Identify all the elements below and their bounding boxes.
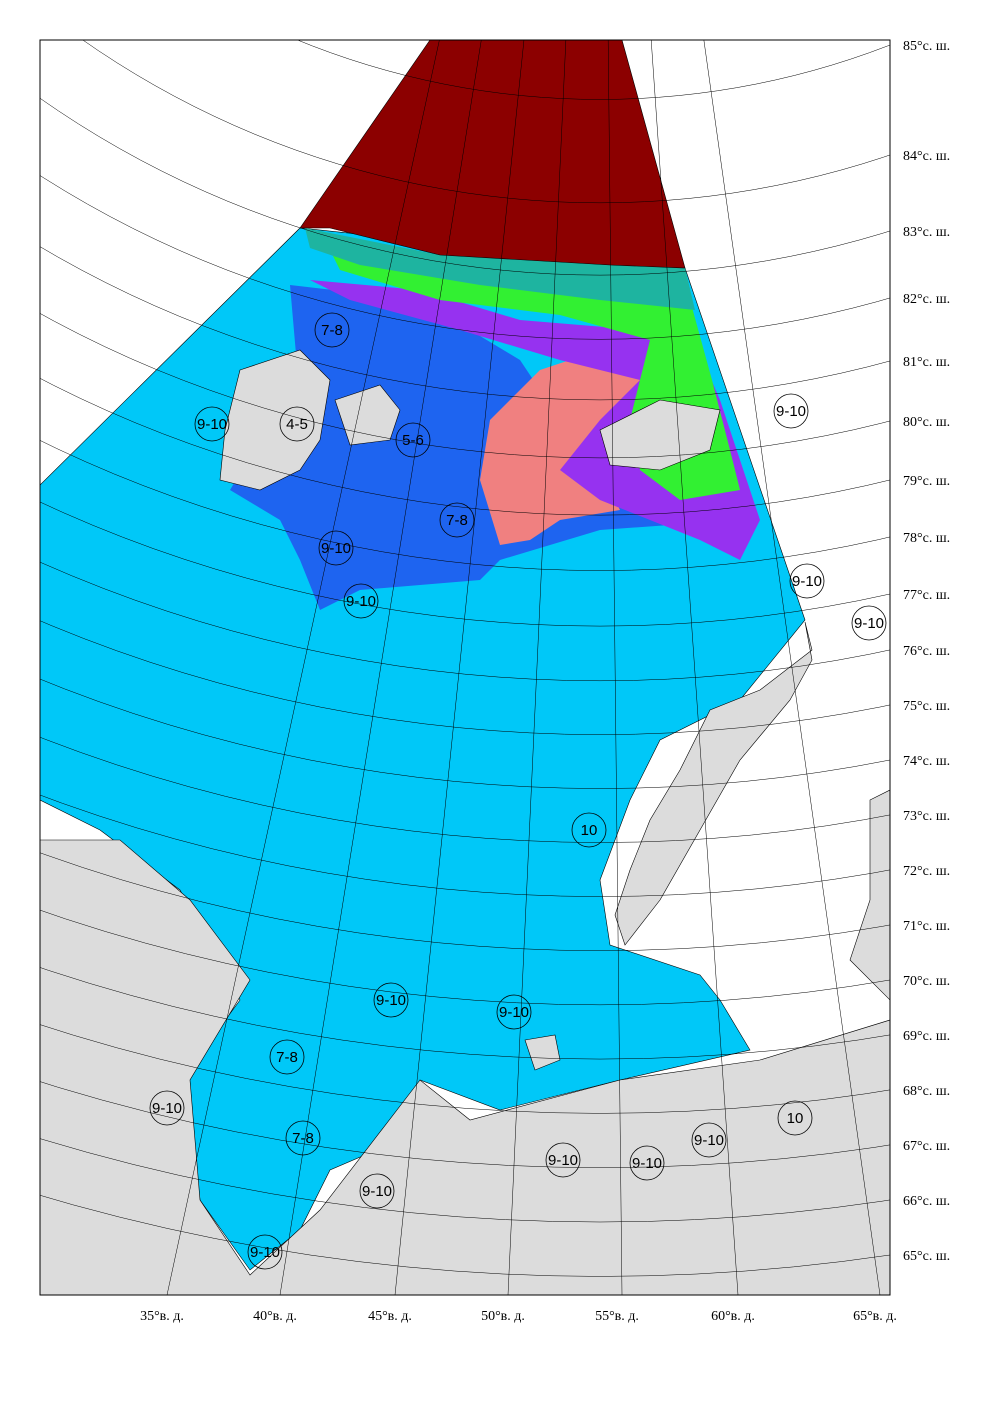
ice-label-circle bbox=[343, 583, 379, 619]
ice-label-circle bbox=[247, 1234, 283, 1270]
lat-label: 77°с. ш. bbox=[903, 588, 950, 603]
svalbard bbox=[219, 349, 331, 491]
lat-label: 78°с. ш. bbox=[903, 531, 950, 546]
lat-label: 73°с. ш. bbox=[903, 809, 950, 824]
lat-label: 67°с. ш. bbox=[903, 1139, 950, 1154]
ice-label-circle bbox=[149, 1090, 185, 1126]
lat-label: 65°с. ш. bbox=[903, 1249, 950, 1264]
lat-label: 76°с. ш. bbox=[903, 644, 950, 659]
lon-label: 60°в. д. bbox=[711, 1309, 755, 1324]
ice-concentration-label: 9-10 bbox=[854, 615, 884, 632]
land-east bbox=[849, 789, 890, 1001]
graticule bbox=[40, 40, 890, 1295]
map-body bbox=[40, 40, 890, 1295]
lon-label: 35°в. д. bbox=[140, 1309, 184, 1324]
ice-concentration-label: 9-10 bbox=[632, 1155, 662, 1172]
lat-label: 66°с. ш. bbox=[903, 1194, 950, 1209]
ice-concentration-label: 9-10 bbox=[499, 1004, 529, 1021]
ice-concentration-label: 9-10 bbox=[376, 992, 406, 1009]
ice-label-circle bbox=[851, 605, 887, 641]
ice-concentration-label: 7-8 bbox=[292, 1130, 314, 1147]
ice-label-circle bbox=[571, 812, 607, 848]
lat-label: 70°с. ш. bbox=[903, 974, 950, 989]
ice-concentration-label: 9-10 bbox=[152, 1100, 182, 1117]
lat-label: 80°с. ш. bbox=[903, 415, 950, 430]
map-frame bbox=[39, 39, 891, 1296]
ice-concentration-label: 9-10 bbox=[362, 1183, 392, 1200]
ice-concentration-label: 7-8 bbox=[446, 512, 468, 529]
lat-label: 84°с. ш. bbox=[903, 149, 950, 164]
novaya-zemlya bbox=[614, 621, 813, 946]
parallel bbox=[297, 40, 890, 100]
ice-label-circle bbox=[359, 1173, 395, 1209]
lat-label: 74°с. ш. bbox=[903, 754, 950, 769]
ice-concentration-label: 4-5 bbox=[286, 416, 308, 433]
lat-label: 79°с. ш. bbox=[903, 474, 950, 489]
ice-label-circle bbox=[194, 406, 230, 442]
ice-label-circle bbox=[629, 1145, 665, 1181]
lon-label: 65°в. д. bbox=[853, 1309, 897, 1324]
lon-label: 45°в. д. bbox=[368, 1309, 412, 1324]
ice-label-circle bbox=[314, 312, 350, 348]
ice-label-circle bbox=[269, 1039, 305, 1075]
ice-concentration-label: 9-10 bbox=[197, 416, 227, 433]
lat-label: 85°с. ш. bbox=[903, 39, 950, 54]
lat-label: 75°с. ш. bbox=[903, 699, 950, 714]
lat-label: 72°с. ш. bbox=[903, 864, 950, 879]
ice-concentration-label: 9-10 bbox=[346, 593, 376, 610]
ice-label-circle bbox=[373, 982, 409, 1018]
meridian bbox=[703, 40, 881, 1295]
ice-label-circle bbox=[439, 502, 475, 538]
ice-label-circle bbox=[773, 393, 809, 429]
ice-label-circle bbox=[285, 1120, 321, 1156]
meridian bbox=[507, 40, 567, 1295]
ice-concentration-label: 9-10 bbox=[792, 573, 822, 590]
ice-concentration-label: 7-8 bbox=[276, 1049, 298, 1066]
teal-zone bbox=[305, 228, 695, 310]
meridian bbox=[607, 40, 623, 1295]
multiyear-ice-zone bbox=[299, 40, 686, 269]
ice-label-circle bbox=[691, 1122, 727, 1158]
ice-concentration-label: 9-10 bbox=[548, 1152, 578, 1169]
lat-label: 81°с. ш. bbox=[903, 355, 950, 370]
meridian bbox=[650, 40, 739, 1295]
lat-label: 71°с. ш. bbox=[903, 919, 950, 934]
franz-josef-land bbox=[599, 399, 721, 471]
ice-concentration-label: 9-10 bbox=[250, 1244, 280, 1261]
ice-concentration-label: 9-10 bbox=[776, 403, 806, 420]
ice-concentration-label: 9-10 bbox=[694, 1132, 724, 1149]
svalbard-east bbox=[334, 384, 401, 446]
meridian bbox=[166, 40, 440, 1295]
ice-label-circle bbox=[395, 422, 431, 458]
kolguev-island bbox=[524, 1034, 561, 1071]
labels: 85°с. ш. 84°с. ш. 83°с. ш. 82°с. ш. 81°с. ш.… bbox=[140, 39, 950, 1324]
lon-label: 55°в. д. bbox=[595, 1309, 639, 1324]
ice-label-circle bbox=[789, 563, 825, 599]
ice-label-circle bbox=[318, 530, 354, 566]
meridian bbox=[279, 40, 482, 1295]
lon-label: 40°в. д. bbox=[253, 1309, 297, 1324]
ice-label-circle bbox=[279, 406, 315, 442]
lat-label: 82°с. ш. bbox=[903, 292, 950, 307]
ice-concentration-label: 10 bbox=[581, 822, 598, 839]
lat-label: 68°с. ш. bbox=[903, 1084, 950, 1099]
dark-blue-zone bbox=[230, 285, 740, 610]
ice-concentration-label: 7-8 bbox=[321, 322, 343, 339]
lon-label: 50°в. д. bbox=[481, 1309, 525, 1324]
ice-label-circle bbox=[777, 1100, 813, 1136]
land-south bbox=[40, 839, 890, 1295]
lat-label: 69°с. ш. bbox=[903, 1029, 950, 1044]
ice-concentration-label: 5-6 bbox=[402, 432, 424, 449]
ice-concentration-label: 10 bbox=[787, 1110, 804, 1127]
ice-concentration-label: 9-10 bbox=[321, 540, 351, 557]
ice-label-circle bbox=[496, 994, 532, 1030]
lat-label: 83°с. ш. bbox=[903, 225, 950, 240]
ice-label-circle bbox=[545, 1142, 581, 1178]
meridian bbox=[394, 40, 525, 1295]
